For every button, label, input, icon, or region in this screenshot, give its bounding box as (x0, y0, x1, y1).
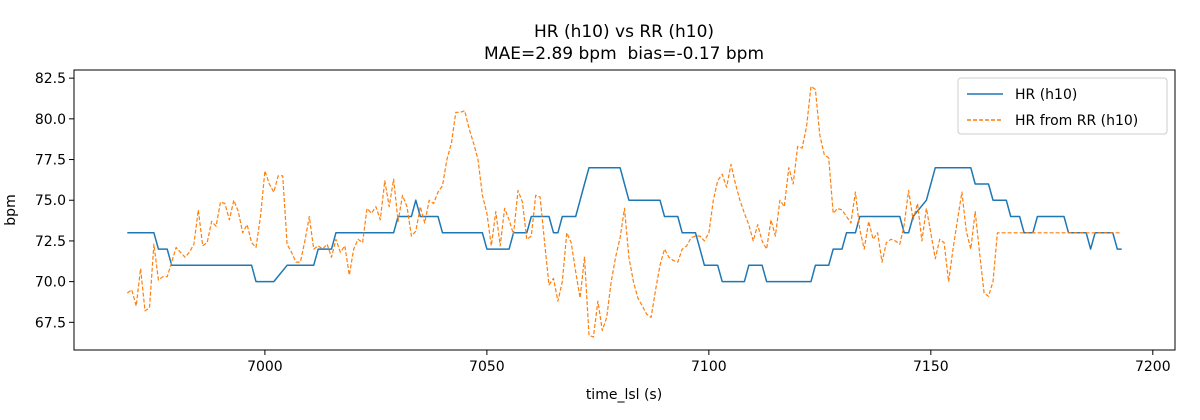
axis-ticks: 7000 7050 7100 7150 7200 67.5 70.0 72.5 75.0 77.5… (35, 71, 1171, 375)
y-tick-label: 67.5 (35, 315, 66, 331)
plot-frame (73, 69, 1176, 351)
plot-area (126, 85, 1122, 338)
legend-box (957, 77, 1168, 135)
series-line-hr-h10 (127, 166, 1122, 283)
y-tick-label: 75.0 (35, 193, 66, 209)
y-tick-label: 82.5 (35, 71, 66, 87)
y-tick-label: 70.0 (35, 275, 66, 291)
x-tick-label: 7100 (691, 359, 727, 375)
chart-subtitle: MAE=2.89 bpm bias=-0.17 bpm (484, 44, 764, 64)
legend-label: HR from RR (h10) (1015, 113, 1138, 129)
x-axis-label: time_lsl (s) (586, 387, 662, 403)
x-tick-label: 7050 (469, 359, 505, 375)
y-tick-label: 72.5 (35, 234, 66, 250)
y-axis-label: bpm (3, 194, 19, 225)
chart-title: HR (h10) vs RR (h10) (534, 22, 714, 42)
y-tick-label: 80.0 (35, 112, 66, 128)
x-tick-label: 7200 (1135, 359, 1171, 375)
legend-label: HR (h10) (1015, 87, 1077, 103)
x-tick-label: 7150 (913, 359, 949, 375)
y-tick-label: 77.5 (35, 153, 66, 169)
legend: HR (h10) HR from RR (h10) (957, 77, 1168, 135)
series-line-hr-from-rr (126, 85, 1122, 338)
x-tick-label: 7000 (247, 359, 283, 375)
